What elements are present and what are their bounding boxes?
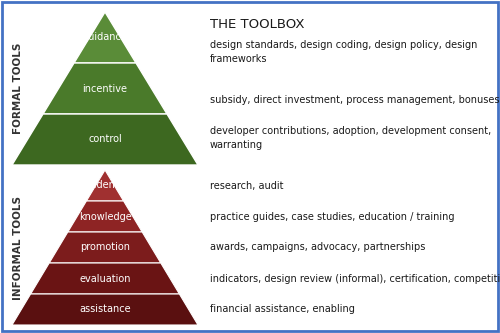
Text: INFORMAL TOOLS: INFORMAL TOOLS: [13, 196, 23, 300]
Polygon shape: [30, 263, 180, 294]
Text: subsidy, direct investment, process management, bonuses: subsidy, direct investment, process mana…: [210, 95, 500, 105]
Text: awards, campaigns, advocacy, partnerships: awards, campaigns, advocacy, partnership…: [210, 242, 426, 252]
Text: indicators, design review (informal), certification, competitions: indicators, design review (informal), ce…: [210, 273, 500, 283]
Text: incentive: incentive: [82, 84, 128, 94]
Text: knowledge: knowledge: [78, 211, 132, 221]
Text: research, audit: research, audit: [210, 180, 284, 190]
Text: promotion: promotion: [80, 242, 130, 252]
Text: assistance: assistance: [79, 304, 131, 314]
Text: financial assistance, enabling: financial assistance, enabling: [210, 304, 355, 314]
Polygon shape: [12, 114, 198, 165]
Polygon shape: [86, 170, 124, 201]
Text: developer contributions, adoption, development consent,
warranting: developer contributions, adoption, devel…: [210, 127, 491, 150]
Text: evaluation: evaluation: [79, 273, 131, 283]
Polygon shape: [12, 294, 198, 325]
Text: THE TOOLBOX: THE TOOLBOX: [210, 18, 304, 31]
Text: control: control: [88, 135, 122, 145]
Polygon shape: [68, 201, 142, 232]
Text: FORMAL TOOLS: FORMAL TOOLS: [13, 42, 23, 134]
Text: design standards, design coding, design policy, design
frameworks: design standards, design coding, design …: [210, 40, 477, 64]
Text: guidance: guidance: [82, 33, 128, 43]
Polygon shape: [49, 232, 161, 263]
Text: evidence: evidence: [83, 180, 127, 190]
Text: practice guides, case studies, education / training: practice guides, case studies, education…: [210, 211, 454, 221]
Polygon shape: [74, 12, 136, 63]
Polygon shape: [43, 63, 167, 114]
